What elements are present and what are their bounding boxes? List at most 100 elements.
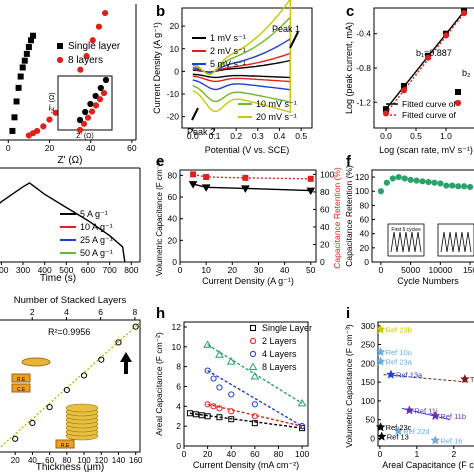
panel-f-y-tick-label: 100 bbox=[355, 186, 369, 196]
panel-e-y-tick-label: 80 bbox=[168, 170, 178, 180]
panel-f-inset-label: First 5 cycles bbox=[391, 227, 421, 233]
panel-h-y-tick-label: 0 bbox=[176, 441, 181, 451]
panel-g-top-tick-label: 4 bbox=[64, 307, 69, 317]
panel-i-ref-label: Ref 11i bbox=[414, 406, 438, 415]
panel-h-legend-label: 4 Layers bbox=[262, 349, 297, 359]
panel-a-point bbox=[77, 66, 84, 73]
panel-h-point bbox=[297, 398, 307, 407]
panel-h-point bbox=[298, 423, 306, 430]
panel-a-inset-point bbox=[76, 116, 84, 124]
panel-f-point bbox=[413, 177, 420, 184]
panel-f-x-tick-label: 10000 bbox=[429, 265, 453, 275]
panel-d-gcd: 200 300 400 500 600 700 800 Time (s) 5 A g⁻¹ 10 A… bbox=[0, 167, 141, 284]
panel-a-inset-point bbox=[102, 76, 110, 84]
panel-b-x-label: Potential (V vs. SCE) bbox=[205, 145, 290, 155]
panel-b-cv: b 0.0 0.1 0.2 0.3 0.4 0.5 -20 -10 0 10 20 Potential… bbox=[152, 0, 313, 155]
panel-h-areal: h 0 20 40 60 80 100 0 2 4 6 8 10 12 Current Density (… bbox=[154, 305, 312, 470]
panel-a-inset-xlabel: Z' (Ω) bbox=[76, 133, 93, 140]
panel-g-x-tick-label: 40 bbox=[28, 456, 37, 465]
panel-c-b1-label: b₁=0.887 bbox=[416, 48, 452, 58]
panel-f-inset-frame bbox=[437, 223, 474, 257]
panel-d-x-tick-label: 500 bbox=[59, 265, 73, 275]
panel-g-stack-disc bbox=[65, 403, 99, 413]
panel-i-x-tick-label: 1 bbox=[414, 449, 419, 459]
panel-g-x-tick-label: 100 bbox=[77, 456, 91, 465]
panel-i-this-line bbox=[383, 374, 469, 383]
panel-a-nyquist: 0 20 40 60 Z' (Ω) Single layer 8 layers -Z'' (Ω… bbox=[0, 4, 137, 166]
panel-h-y-tick-label: 2 bbox=[176, 421, 181, 431]
panel-f-point bbox=[461, 183, 468, 190]
panel-g-arrow-shaft bbox=[124, 362, 128, 374]
panel-g-re-label: R.E bbox=[17, 377, 26, 383]
panel-g-point bbox=[12, 435, 19, 442]
panel-i-ref-marker bbox=[376, 431, 387, 441]
panel-i-y-tick-label: 200 bbox=[361, 358, 375, 368]
panel-g-x-tick-label: 80 bbox=[62, 456, 71, 465]
panel-h-legend-marker bbox=[248, 362, 258, 370]
panel-c-y-tick-label: -1.2 bbox=[356, 97, 371, 107]
panel-a-point bbox=[15, 84, 22, 91]
panel-a-inset-point bbox=[84, 114, 92, 121]
panel-f-point bbox=[407, 176, 414, 184]
panel-b-x-tick-label: 0.0 bbox=[187, 131, 199, 141]
panel-i-ref-marker bbox=[375, 356, 386, 366]
panel-f-point bbox=[449, 182, 456, 189]
panel-c-legend-marker bbox=[455, 89, 461, 95]
panel-i-ref-label: Ref 23c bbox=[386, 423, 412, 432]
panel-f-inset-frame bbox=[387, 223, 425, 257]
panel-h-letter: h bbox=[156, 305, 165, 322]
panel-a-inset-point bbox=[80, 120, 88, 127]
panel-h-point bbox=[204, 413, 211, 420]
panel-g-ce-label: C.E bbox=[17, 387, 26, 393]
panel-a-point bbox=[11, 114, 18, 121]
panel-a-legend-marker bbox=[56, 56, 64, 64]
panel-i-ref-label: Ref 13a bbox=[396, 371, 423, 380]
panel-d-legend-label: 5 A g⁻¹ bbox=[80, 209, 108, 219]
panel-f-y-tick-label: 40 bbox=[360, 229, 370, 239]
panel-h-point bbox=[204, 401, 211, 408]
panel-c-legend-label: Fitted curve of bbox=[402, 99, 456, 109]
panel-c-x-tick-label: 1.0 bbox=[440, 131, 452, 141]
panel-e-point bbox=[188, 181, 198, 189]
panel-e-y-right-label: Capacitance Retention (%) bbox=[332, 167, 342, 269]
panel-b-letter: b bbox=[156, 3, 165, 20]
panel-h-point bbox=[192, 411, 199, 418]
panel-e-y-tick-label: 60 bbox=[168, 192, 178, 202]
panel-c-legend-label: Fitted curve of bbox=[402, 110, 456, 120]
panel-e-point bbox=[306, 187, 316, 196]
panel-i-frame bbox=[377, 321, 474, 447]
panel-b-x-tick-label: 0.1 bbox=[209, 131, 221, 141]
panel-i-ref-label: Ref 23a bbox=[386, 357, 413, 366]
panel-i-ref-label: Ref 13 bbox=[387, 433, 409, 442]
panel-f-cycling: f 0 5000 10000 150 0 20 40 60 80 100 120 Cycle Numb… bbox=[344, 153, 474, 286]
panel-g-frame bbox=[0, 319, 141, 453]
panel-i-ref-marker bbox=[393, 425, 404, 436]
panel-a-point bbox=[25, 44, 32, 51]
panel-a-legend-marker bbox=[57, 43, 63, 49]
panel-h-point bbox=[226, 357, 236, 365]
panel-i-ref-label: Ref 10u bbox=[386, 348, 412, 357]
panel-a-legend-label: 8 layers bbox=[68, 55, 103, 66]
panel-a-inset-point bbox=[97, 84, 104, 92]
panel-b-legend-label: 1 mV s⁻¹ bbox=[210, 33, 246, 43]
panel-c-x-label: Log (scan rate, mV s⁻¹) bbox=[379, 145, 473, 155]
panel-b-y-tick-label: -20 bbox=[167, 112, 180, 122]
panel-b-peak2-label: Peak 2 bbox=[187, 127, 215, 137]
panel-h-point bbox=[204, 367, 211, 374]
panel-d-x-tick-label: 600 bbox=[81, 265, 95, 275]
panel-i-ref-label: Ref 23b bbox=[386, 326, 412, 335]
panel-e-point bbox=[201, 184, 211, 192]
panel-g-x-tick-label: 120 bbox=[95, 456, 109, 465]
panel-h-x-label: Current Density (mA cm⁻²) bbox=[193, 460, 299, 470]
panel-h-x-tick-label: 60 bbox=[250, 449, 260, 459]
panel-b-y-label: Current Density (A g⁻¹) bbox=[152, 22, 162, 114]
panel-h-point bbox=[215, 350, 224, 358]
panel-d-x-tick-label: 400 bbox=[38, 265, 52, 275]
panel-i-ref-label: Ref 11b bbox=[440, 412, 466, 421]
panel-a-x-tick-label: 0 bbox=[6, 143, 11, 153]
panel-b-peak2-arrow bbox=[191, 107, 199, 121]
panel-a-inset-point bbox=[87, 100, 94, 108]
panel-f-x-label: Cycle Numbers bbox=[397, 276, 459, 286]
panel-i-y-tick-label: 250 bbox=[361, 340, 375, 350]
panel-a-inset-point bbox=[100, 89, 108, 97]
